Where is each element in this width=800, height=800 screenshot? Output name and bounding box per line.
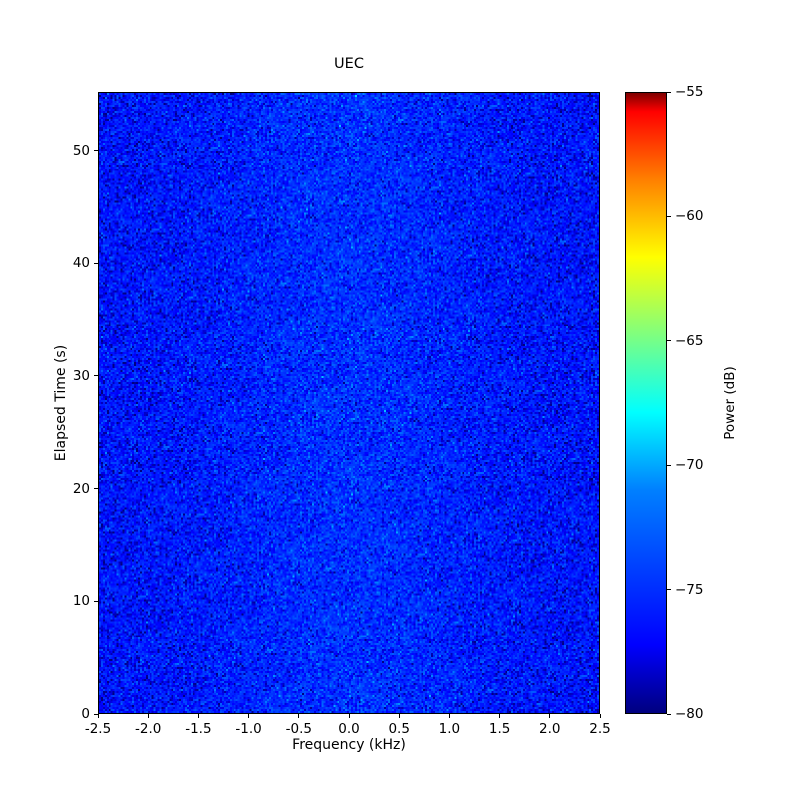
x-axis-label: Frequency (kHz) [292,737,406,753]
x-tick-mark [97,714,99,718]
colorbar-tick-mark [667,91,671,93]
colorbar-tick-mark [667,340,671,342]
x-tick-label: -2.0 [135,721,162,737]
spectrogram-heatmap [99,93,599,713]
colorbar-tick-label: −70 [675,457,704,474]
y-tick-mark [94,150,98,152]
x-tick-label: 2.5 [589,721,611,737]
x-tick-label: -1.0 [235,721,262,737]
x-tick-label: -2.5 [84,721,112,737]
colorbar-tick-mark [667,215,671,217]
x-tick-mark [398,714,400,718]
y-tick-mark [94,713,98,715]
y-tick-mark [94,600,98,602]
x-tick-mark [599,714,601,718]
title-line-station: UEC [334,56,364,73]
x-tick-label: -0.5 [285,721,312,737]
x-tick-label: -1.5 [185,721,212,737]
y-axis-label: Elapsed Time (s) [53,344,69,462]
x-tick-label: 0.0 [338,721,360,737]
y-tick-label: 20 [72,480,90,497]
y-tick-label: 0 [81,706,90,722]
y-tick-label: 30 [72,367,90,384]
x-tick-label: 0.5 [388,721,410,737]
x-tick-label: 1.5 [488,721,511,737]
y-tick-label: 40 [72,255,90,272]
x-tick-mark [549,714,551,718]
y-tick-mark [94,262,98,264]
colorbar-label: Power (dB) [722,366,738,440]
spectrogram-axes [98,92,600,714]
x-tick-label: 2.0 [539,721,561,737]
colorbar-tick-mark [667,589,671,591]
colorbar-tick-label: −80 [675,706,704,722]
x-tick-mark [197,714,199,718]
x-tick-mark [147,714,149,718]
x-tick-mark [448,714,450,718]
y-tick-label: 10 [72,593,90,610]
colorbar-tick-mark [667,464,671,466]
colorbar-tick-label: −65 [675,332,704,349]
x-tick-mark [298,714,300,718]
y-tick-label: 50 [72,142,90,159]
x-tick-mark [499,714,501,718]
colorbar-tick-label: −55 [675,84,704,100]
power-colorbar [625,92,667,714]
x-tick-mark [348,714,350,718]
colorbar-tick-mark [667,713,671,715]
y-tick-mark [94,488,98,490]
colorbar-tick-label: −60 [675,208,704,225]
y-tick-mark [94,375,98,377]
colorbar-tick-label: −75 [675,581,704,598]
x-tick-label: 1.0 [438,721,461,737]
x-tick-mark [248,714,250,718]
